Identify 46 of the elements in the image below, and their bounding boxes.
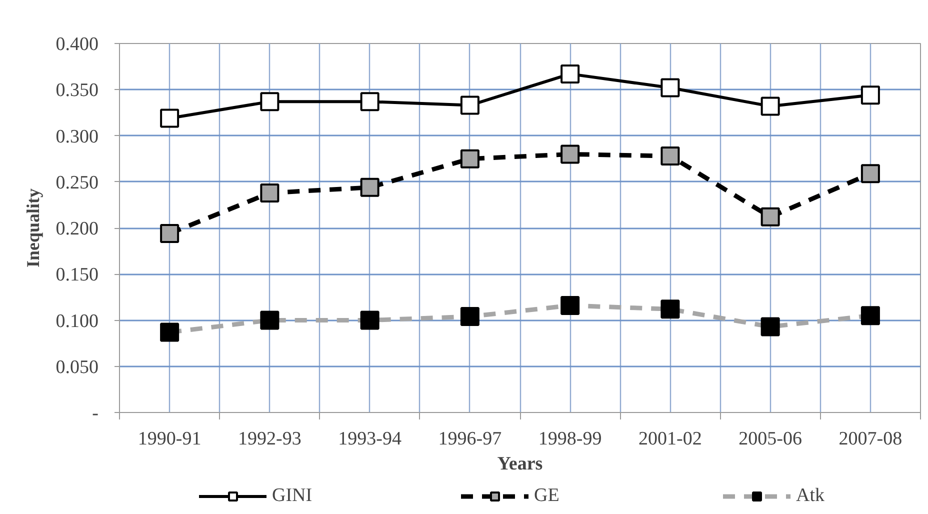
y-tick-label: 0.250 bbox=[56, 172, 98, 194]
legend-label: Atk bbox=[796, 485, 826, 507]
point bbox=[260, 183, 280, 202]
y-tick-label: 0.150 bbox=[56, 264, 98, 286]
x-tick-label: 1990-91 bbox=[138, 428, 202, 450]
x-tick-label: 1998-99 bbox=[538, 428, 602, 450]
x-tick-label: 2001-02 bbox=[638, 428, 702, 450]
legend-label: GE bbox=[534, 485, 560, 507]
point bbox=[160, 322, 180, 342]
y-tick-label: 0.200 bbox=[56, 218, 98, 240]
y-tick-label: 0.400 bbox=[56, 34, 98, 55]
x-tick-label: 2005-06 bbox=[738, 428, 802, 450]
point bbox=[260, 92, 280, 112]
y-tick-label: - bbox=[92, 403, 98, 424]
point bbox=[660, 146, 680, 166]
x-axis-title: Years bbox=[497, 454, 543, 474]
point bbox=[560, 64, 580, 84]
point bbox=[560, 296, 580, 315]
point bbox=[160, 224, 180, 244]
point bbox=[160, 108, 180, 128]
point bbox=[360, 92, 380, 112]
point bbox=[260, 310, 280, 330]
legend-label: GINI bbox=[272, 485, 314, 507]
y-axis-title: Inequality bbox=[22, 188, 43, 268]
point bbox=[460, 149, 480, 168]
y-tick-label: 0.100 bbox=[56, 310, 98, 332]
point bbox=[760, 96, 780, 116]
point bbox=[760, 317, 780, 336]
point bbox=[360, 178, 380, 197]
y-tick-label: 0.050 bbox=[56, 356, 98, 378]
point bbox=[460, 307, 480, 326]
point bbox=[660, 78, 680, 98]
x-tick-label: 1996-97 bbox=[438, 428, 502, 450]
point bbox=[860, 86, 880, 105]
point bbox=[460, 96, 480, 115]
point bbox=[860, 306, 880, 326]
y-tick-label: 0.300 bbox=[56, 126, 98, 148]
y-tick-label: 0.350 bbox=[56, 80, 98, 102]
x-tick-label: 2007-08 bbox=[838, 428, 902, 450]
point bbox=[760, 207, 780, 226]
point bbox=[560, 144, 580, 164]
point bbox=[360, 310, 380, 330]
point bbox=[860, 164, 880, 184]
point bbox=[660, 300, 680, 319]
x-tick-label: 1993-94 bbox=[338, 428, 402, 450]
x-tick-label: 1992-93 bbox=[238, 428, 302, 450]
